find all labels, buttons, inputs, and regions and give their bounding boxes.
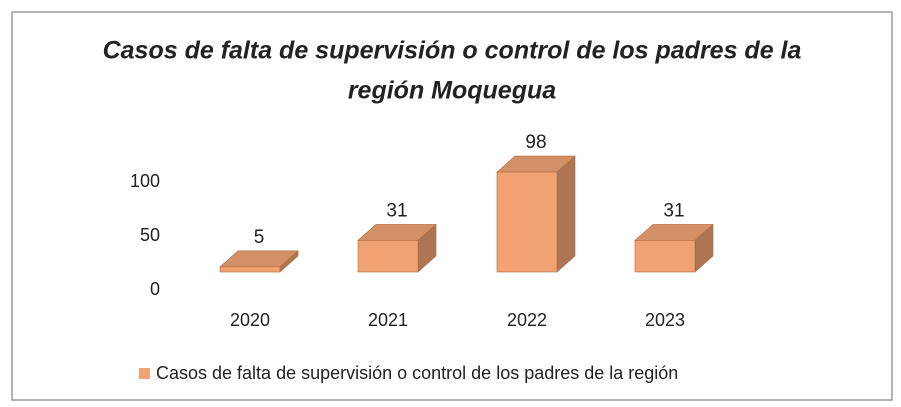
bar xyxy=(219,266,281,273)
y-tick-label: 0 xyxy=(150,279,160,299)
x-tick-label: 2023 xyxy=(645,310,685,330)
data-label: 31 xyxy=(663,200,684,221)
bar xyxy=(357,240,419,273)
data-label: 98 xyxy=(525,132,546,153)
chart-title: región Moquegua xyxy=(348,77,556,105)
bar xyxy=(634,240,696,273)
x-tick-label: 2020 xyxy=(230,310,270,330)
chart-title: Casos de falta de supervisión o control … xyxy=(103,37,802,65)
data-label: 5 xyxy=(254,227,265,248)
x-tick-label: 2021 xyxy=(368,310,408,330)
y-tick-label: 50 xyxy=(140,225,160,245)
x-tick-label: 2022 xyxy=(507,310,547,330)
y-tick-label: 100 xyxy=(130,171,160,191)
data-label: 31 xyxy=(386,200,407,221)
bar xyxy=(496,171,558,273)
bar-side xyxy=(556,155,576,273)
chart-border xyxy=(11,11,893,401)
legend-swatch xyxy=(139,368,150,379)
legend-label: Casos de falta de supervisión o control … xyxy=(156,363,678,383)
